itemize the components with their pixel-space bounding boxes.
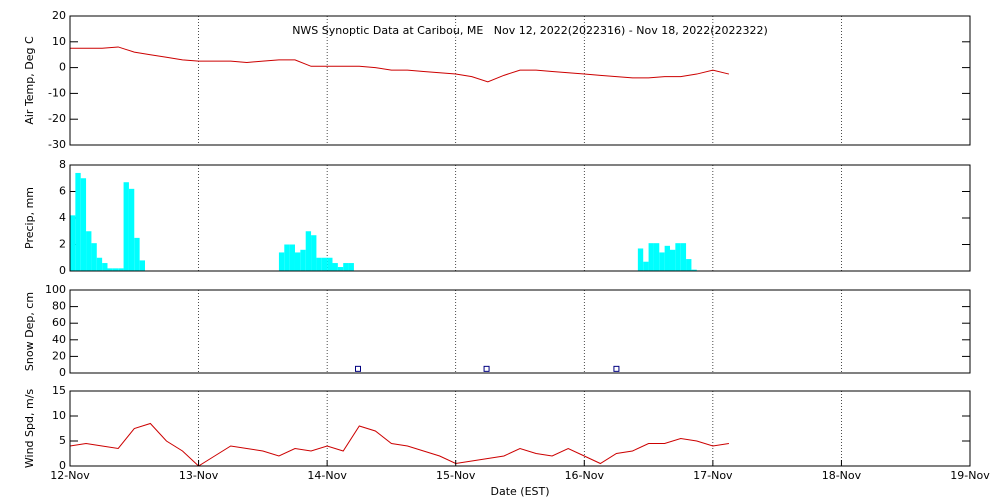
plot-frame — [69, 390, 971, 467]
plot-frame — [69, 289, 971, 374]
bar — [664, 245, 670, 271]
y-tick-label: 5 — [59, 434, 66, 447]
bar — [102, 263, 108, 271]
bar — [295, 252, 301, 271]
bar — [134, 237, 140, 271]
x-tick-label: 13-Nov — [179, 469, 219, 482]
y-tick-label: 8 — [59, 158, 66, 171]
bar — [96, 257, 103, 271]
bar — [653, 243, 660, 271]
bar — [659, 252, 665, 271]
x-tick-label: 14-Nov — [307, 469, 347, 482]
y-tick-label: -20 — [48, 112, 66, 125]
bar — [686, 259, 692, 271]
y-tick-label: 4 — [59, 211, 66, 224]
y-tick-label: 40 — [52, 333, 66, 346]
x-tick-label: 16-Nov — [565, 469, 605, 482]
bar — [107, 268, 113, 271]
y-tick-label: 0 — [59, 61, 66, 74]
y-axis-label: Air Temp, Deg C — [23, 36, 36, 125]
y-tick-label: 0 — [59, 264, 66, 277]
y-axis-label: Wind Spd, m/s — [23, 389, 36, 469]
bar — [75, 172, 81, 271]
chart-title: NWS Synoptic Data at Caribou, ME Nov 12,… — [292, 24, 768, 37]
y-axis-label: Precip, mm — [23, 187, 36, 249]
bar — [311, 235, 317, 271]
bar — [86, 231, 92, 271]
bar — [691, 269, 697, 271]
point — [355, 365, 361, 372]
bar — [123, 182, 129, 271]
bar — [91, 243, 97, 271]
y-tick-label: 10 — [52, 409, 66, 422]
bar — [343, 263, 349, 271]
bar — [139, 260, 145, 271]
point — [613, 365, 620, 372]
y-tick-label: 10 — [52, 35, 66, 48]
y-tick-label: 80 — [52, 300, 66, 313]
x-tick-label: 18-Nov — [822, 469, 862, 482]
bar — [316, 257, 322, 271]
bar — [648, 243, 654, 271]
y-tick-label: 60 — [52, 316, 66, 329]
y-axis-label: Snow Dep, cm — [23, 292, 36, 371]
bar — [289, 244, 295, 271]
y-tick-label: -10 — [48, 86, 66, 99]
y-tick-label: 15 — [52, 384, 66, 397]
bar — [278, 252, 285, 271]
y-tick-label: 6 — [59, 185, 66, 198]
bar — [300, 249, 306, 271]
x-tick-label: 12-Nov — [50, 469, 90, 482]
bar — [128, 188, 135, 271]
data-line — [70, 46, 730, 83]
y-tick-label: 20 — [52, 349, 66, 362]
bar — [348, 263, 354, 271]
bar — [305, 231, 312, 271]
bar — [112, 268, 119, 271]
y-tick-label: -30 — [48, 138, 66, 151]
bar — [321, 257, 328, 271]
bar — [680, 243, 687, 271]
y-tick-label: 100 — [45, 283, 66, 296]
bar — [637, 248, 644, 271]
y-tick-label: 2 — [59, 238, 66, 251]
point — [483, 365, 490, 372]
x-tick-label: 19-Nov — [950, 469, 990, 482]
y-tick-label: 20 — [52, 9, 66, 22]
bar — [332, 263, 338, 271]
bar — [670, 249, 676, 271]
bar — [70, 215, 76, 271]
y-tick-label: 0 — [59, 366, 66, 379]
y-tick-label: 0 — [59, 459, 66, 472]
plot-frame — [69, 164, 971, 272]
bar — [80, 178, 87, 271]
bar — [675, 243, 681, 271]
x-tick-label: 15-Nov — [436, 469, 476, 482]
bar — [327, 257, 333, 271]
x-tick-label: 17-Nov — [693, 469, 733, 482]
bar — [118, 268, 124, 271]
data-line — [69, 422, 730, 467]
plot-frame — [69, 15, 971, 146]
bar — [337, 267, 344, 271]
bar — [284, 244, 290, 271]
x-axis-label: Date (EST) — [490, 485, 549, 498]
bar — [643, 261, 649, 271]
